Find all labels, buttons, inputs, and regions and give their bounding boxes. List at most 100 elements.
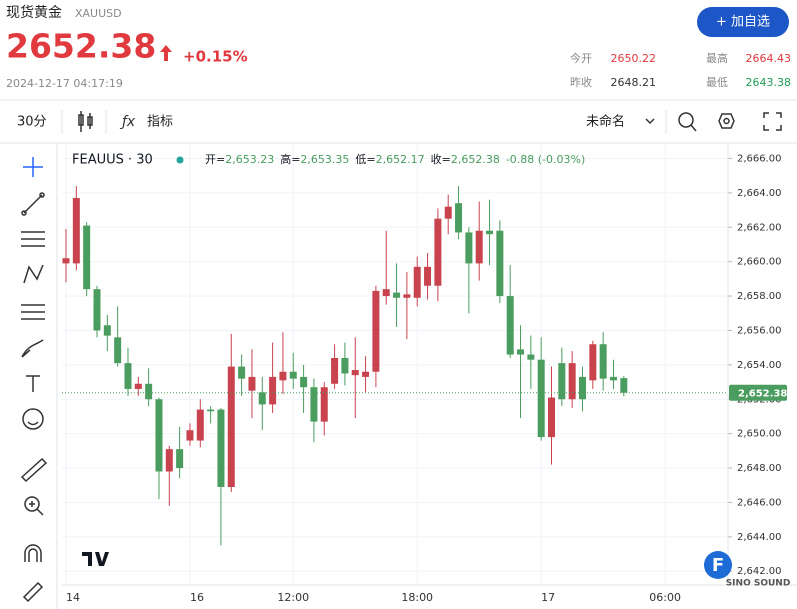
- legend-value: 2,652.17: [376, 153, 425, 166]
- plot: 2,642.00 2,644.00 2,646.00 2,648.00 2,650.00…: [62, 143, 797, 604]
- add-button-label[interactable]: + 加自选: [716, 15, 770, 30]
- legend-value: 2,652.38: [451, 153, 500, 166]
- stats: 今开 2650.22 最高 2664.43 昨收 2648.21 最低 2643.38: [570, 51, 791, 89]
- last-price-label: 2,652.38: [738, 389, 787, 400]
- candle-body: [300, 376, 308, 388]
- candle-body: [548, 397, 556, 438]
- legend-label: 高=: [280, 152, 300, 166]
- candle-body: [444, 206, 452, 219]
- legend-value: 2,653.35: [300, 153, 349, 166]
- y-tick-label: 2,662.00: [737, 222, 782, 233]
- candle-body: [537, 359, 545, 438]
- add-button[interactable]: [697, 7, 789, 37]
- stat-label: 最高: [706, 51, 728, 65]
- stat-value: 2643.38: [746, 76, 792, 89]
- candle-body: [506, 296, 514, 355]
- settings[interactable]: [718, 113, 735, 129]
- legend-label: 开=: [205, 153, 225, 166]
- candle-body: [579, 376, 586, 400]
- candle-body: [103, 325, 111, 336]
- candle-body: [413, 266, 421, 298]
- candle-body: [176, 449, 184, 469]
- y-tick-label: 2,650.00: [737, 429, 782, 440]
- y-tick-label: 2,658.00: [737, 291, 782, 302]
- candle-body: [83, 225, 91, 290]
- y-tick-label: 2,642.00: [737, 566, 782, 577]
- candle-body: [382, 289, 390, 297]
- candle-body: [124, 363, 132, 389]
- chart-title: FEAUUS · 30: [72, 153, 153, 168]
- candle-icon[interactable]: [78, 111, 93, 132]
- fx-icon[interactable]: ƒx: [119, 114, 136, 130]
- candle-body: [62, 258, 70, 264]
- fullscreen[interactable]: [763, 112, 782, 131]
- x-tick-label: 12:00: [277, 591, 309, 604]
- candle-body: [341, 357, 349, 374]
- candle-body: [351, 370, 359, 376]
- interval[interactable]: 30分: [17, 115, 47, 130]
- y-tick-label: 2,654.00: [737, 360, 782, 371]
- candle-body: [475, 230, 483, 264]
- y-tick-label: 2,646.00: [737, 497, 782, 508]
- watermark-logo: F: [712, 555, 724, 576]
- candle-body: [93, 289, 101, 331]
- watermark-circle: [704, 551, 732, 579]
- stat-label: 最低: [706, 76, 728, 89]
- candle-body: [320, 387, 328, 422]
- legend-value: 2,653.23: [225, 153, 274, 166]
- up-arrow: [160, 45, 172, 61]
- indicators[interactable]: 指标: [147, 115, 173, 130]
- candle-body: [568, 363, 576, 400]
- stat-value: 2650.22: [611, 52, 657, 65]
- candle-body: [258, 392, 266, 405]
- candle-body: [227, 366, 235, 487]
- candle-body: [589, 344, 597, 381]
- candle-body: [269, 376, 277, 405]
- candle-body: [279, 371, 287, 381]
- tv-logo: [82, 552, 109, 566]
- candle-body: [134, 383, 142, 389]
- candle-body: [527, 354, 535, 360]
- candle-body: [424, 266, 432, 286]
- status-dot: [176, 156, 184, 164]
- timestamp: 2024-12-17 04:17:19: [6, 77, 123, 90]
- candle-body: [238, 366, 246, 379]
- chevron[interactable]: [645, 118, 655, 125]
- candle-body: [155, 399, 163, 472]
- change: +0.15%: [183, 48, 248, 66]
- candle-body: [165, 449, 173, 472]
- candle-body: [331, 357, 339, 384]
- title: 现货黄金: [6, 4, 62, 21]
- candle-body: [465, 232, 473, 264]
- candle-body: [362, 371, 370, 377]
- candle-body: [403, 294, 411, 298]
- x-tick-label: 18:00: [401, 591, 433, 604]
- y-tick-label: 2,660.00: [737, 257, 782, 268]
- x-tick-label: 16: [190, 591, 204, 604]
- layout-name[interactable]: 未命名: [586, 114, 625, 130]
- symbol: XAUUSD: [75, 7, 122, 20]
- x-tick-label: 14: [66, 591, 80, 604]
- candle-body: [248, 376, 256, 391]
- legend-value: -0.88 (-0.03%): [506, 153, 585, 166]
- sidebar-icons[interactable]: [20, 157, 48, 603]
- stat-value: 2648.21: [611, 76, 657, 89]
- candle-body: [114, 337, 122, 364]
- candle-body: [599, 344, 607, 379]
- last-price-box: [729, 384, 787, 401]
- candle-body: [455, 203, 463, 233]
- settings-dot[interactable]: [723, 117, 730, 125]
- candle-body: [145, 383, 153, 400]
- legend-label: 收=: [431, 152, 451, 166]
- stat-label: 昨收: [570, 75, 592, 89]
- candle-body: [517, 349, 525, 355]
- quick-search[interactable]: [678, 112, 697, 132]
- candle-body: [217, 409, 225, 487]
- y-tick-label: 2,648.00: [737, 463, 782, 474]
- candle-body: [372, 290, 380, 372]
- candle-body: [393, 292, 401, 298]
- x-tick-label: 17: [541, 591, 555, 604]
- y-tick-label: 2,644.00: [737, 532, 782, 543]
